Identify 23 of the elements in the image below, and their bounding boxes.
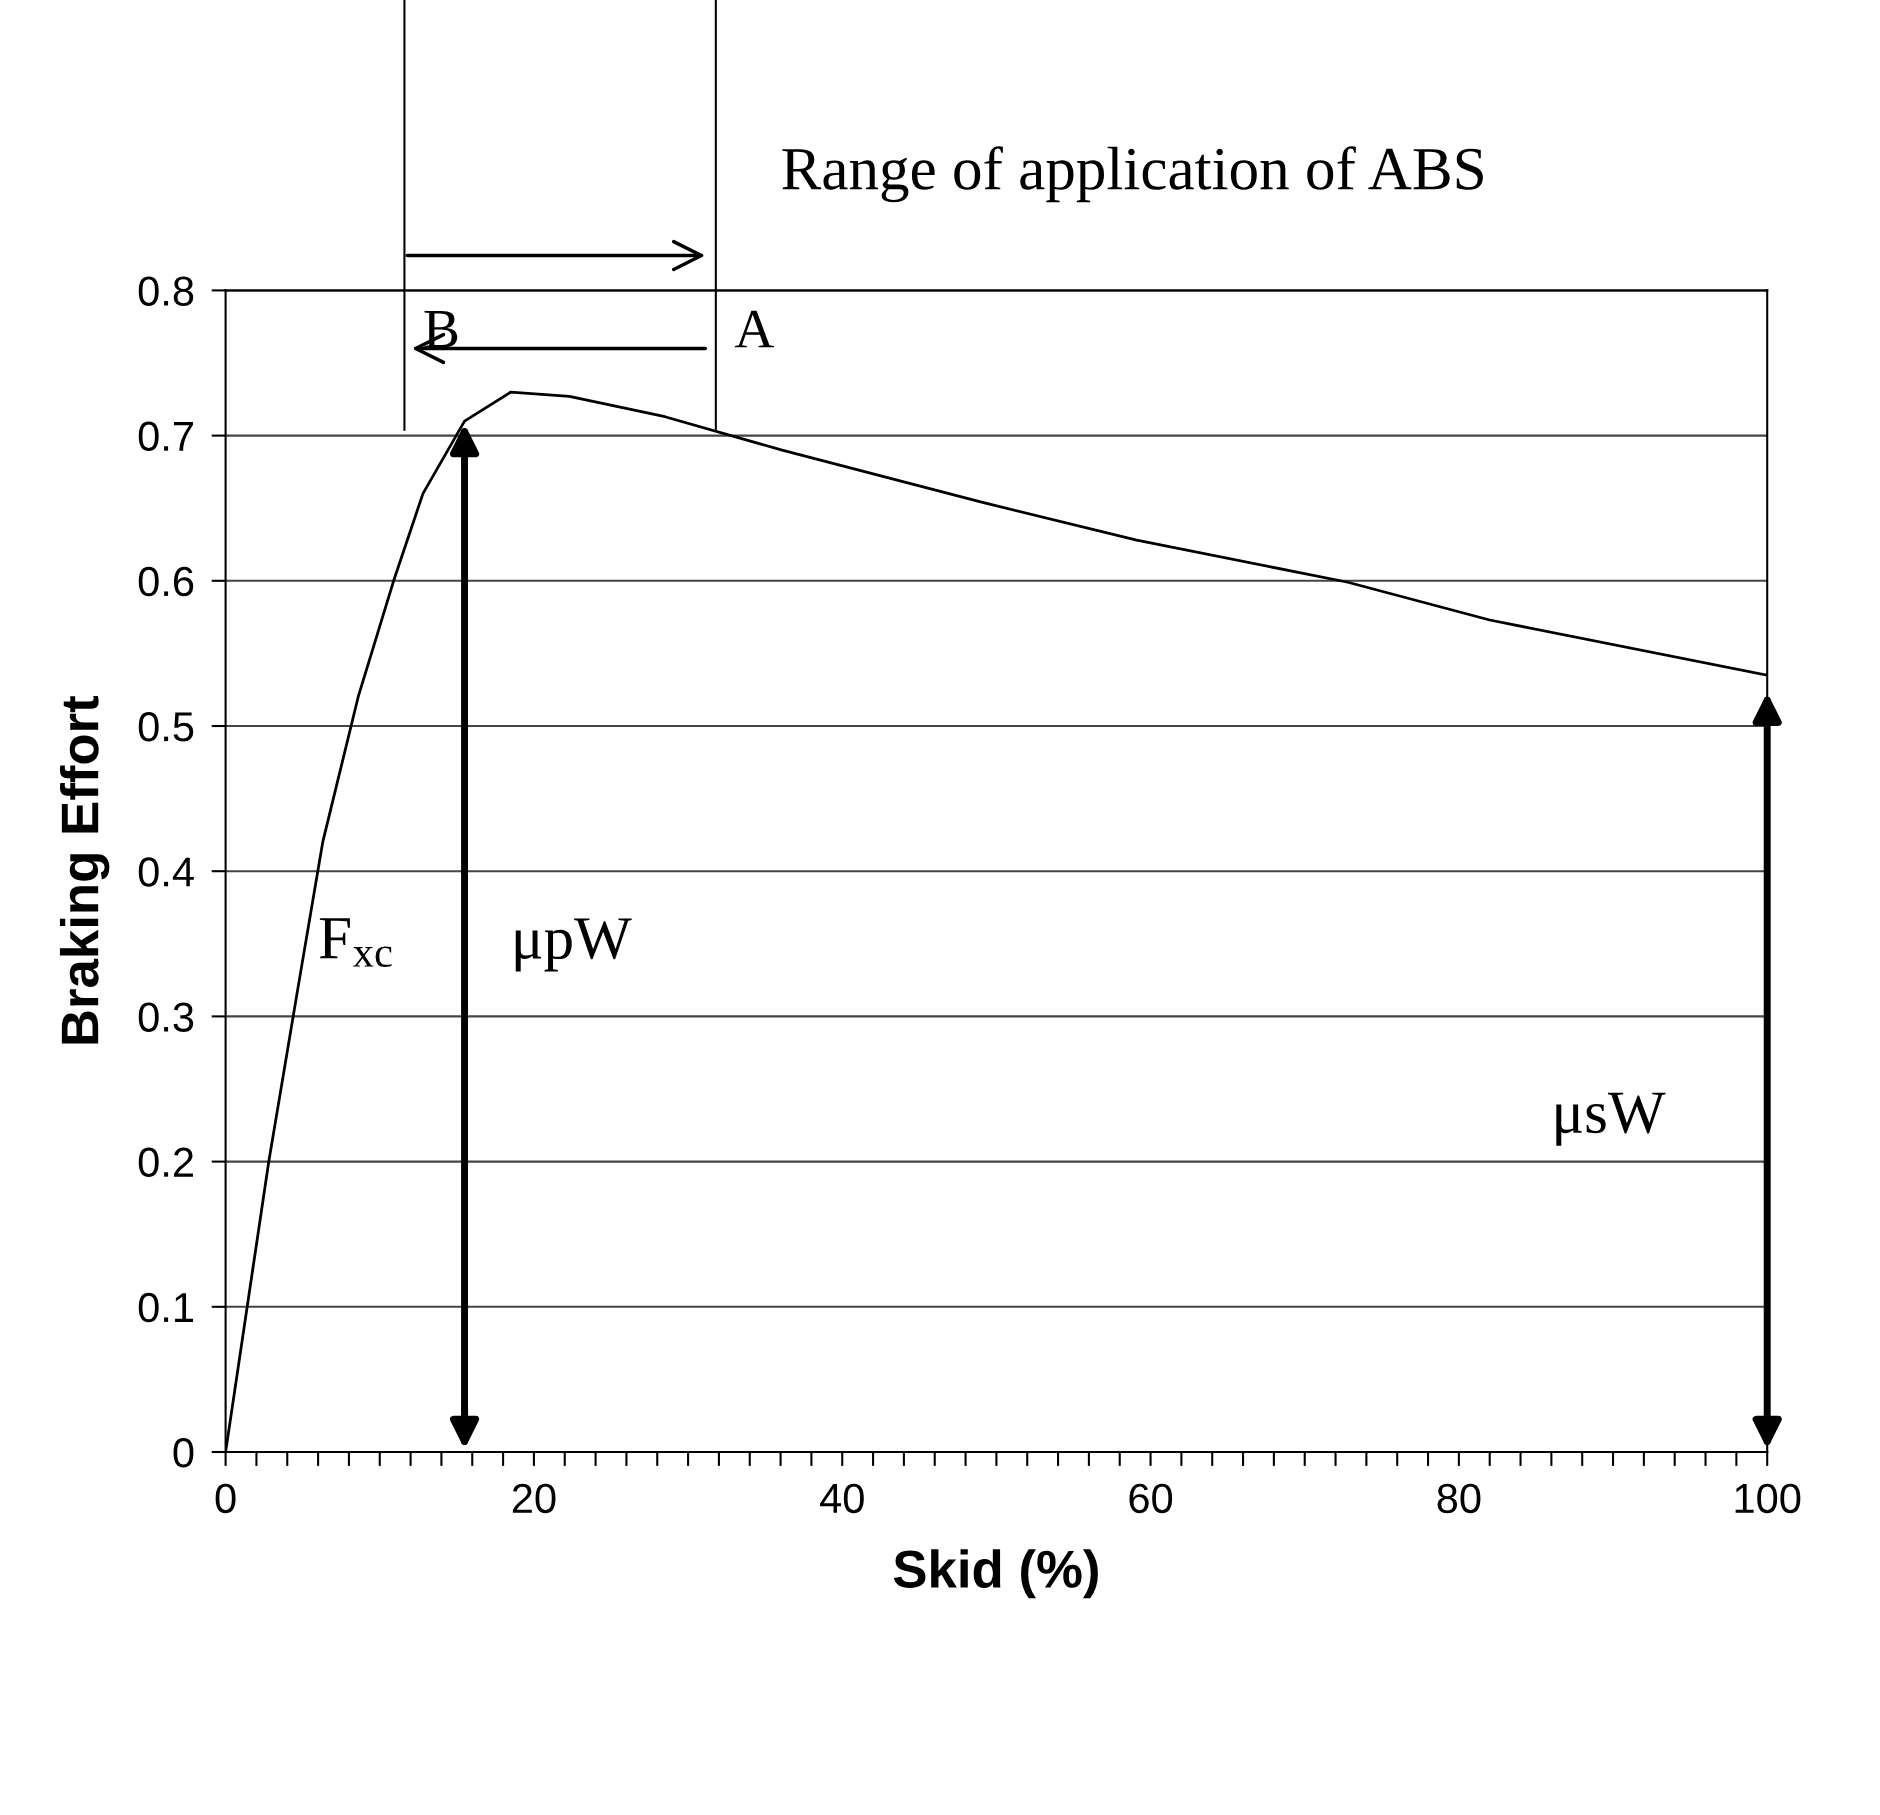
y-tick-label: 0.1 xyxy=(138,1292,194,1323)
y-tick-label: 0.3 xyxy=(138,1002,194,1032)
y-tick-label: 0.8 xyxy=(138,276,194,306)
text: Range of application of ABS xyxy=(782,146,1483,203)
y-axis-title: Braking Effort xyxy=(59,695,110,1044)
annotation: F$_{xc}$ xyxy=(319,918,392,968)
y-tick-label: 0.4 xyxy=(138,857,194,887)
y-tick-label: 0.6 xyxy=(138,566,194,597)
x-tick-label: 80 xyxy=(1437,1483,1481,1514)
y-tick-label: 0 xyxy=(173,1438,194,1468)
x-tick-label: 100 xyxy=(1735,1483,1801,1514)
x-tick-label: 60 xyxy=(1129,1483,1173,1514)
annotation: μsW xyxy=(1556,1092,1666,1146)
y-tick-label: 0.5 xyxy=(138,712,194,742)
y-tick-label: 0.7 xyxy=(138,421,193,452)
x-tick-label: 20 xyxy=(512,1483,556,1514)
x-tick-label: 40 xyxy=(820,1483,864,1514)
annotation: μpW xyxy=(515,918,632,972)
ref-line-label: B xyxy=(424,310,458,348)
y-tick-label: 0.2 xyxy=(138,1147,193,1178)
x-axis-title: Skid (%) xyxy=(893,1549,1098,1599)
x-tick-label: 0 xyxy=(215,1483,236,1514)
ref-line-label: A xyxy=(734,310,775,348)
